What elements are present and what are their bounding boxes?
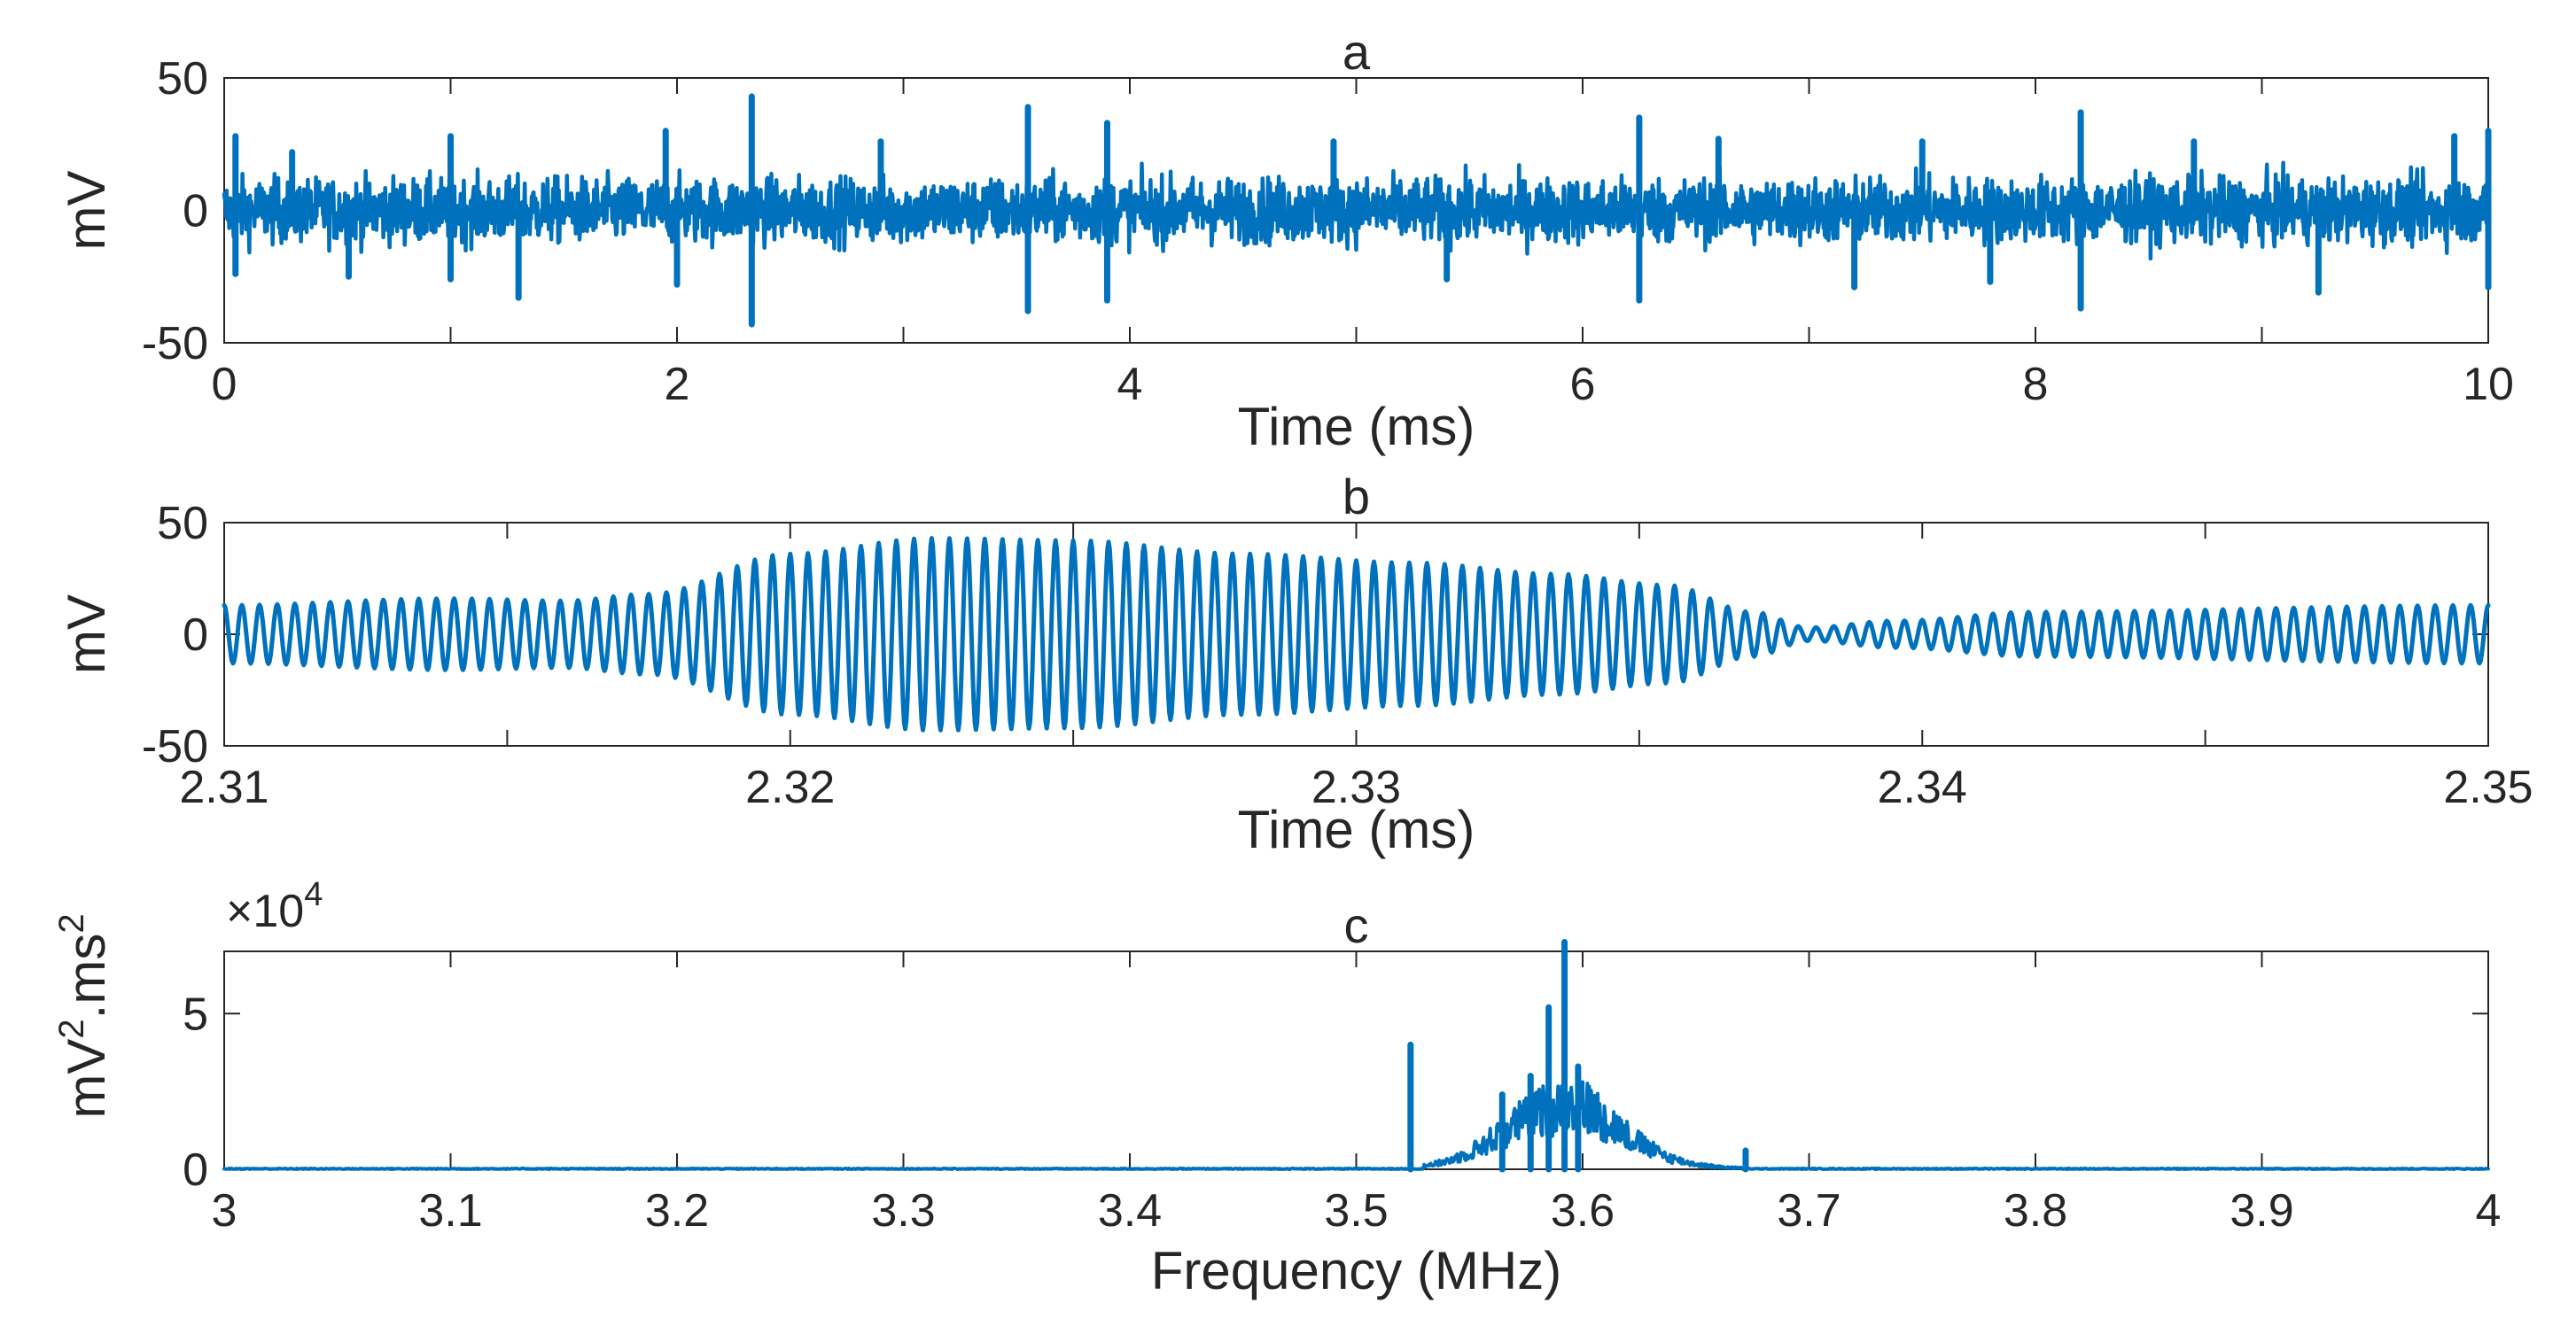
panel-title-a: a bbox=[1342, 24, 1371, 80]
y-tick-label-a: 0 bbox=[183, 186, 208, 237]
y-label-c-exp2: 2 bbox=[52, 913, 91, 933]
y-axis-label-a: mV bbox=[57, 171, 116, 251]
x-tick-label-c: 3.4 bbox=[1098, 1185, 1162, 1237]
y-label-c-exp1: 2 bbox=[52, 1019, 91, 1038]
x-tick-label-c: 3.8 bbox=[2004, 1185, 2067, 1237]
x-tick-label-a: 0 bbox=[212, 359, 237, 410]
x-axis-label-b: Time (ms) bbox=[1238, 800, 1475, 859]
exponent-base: ×10 bbox=[226, 886, 304, 937]
x-tick-label-c: 3 bbox=[212, 1185, 237, 1237]
x-tick-label-a: 6 bbox=[1570, 359, 1596, 410]
x-tick-label-c: 3.5 bbox=[1324, 1185, 1388, 1237]
x-tick-label-c: 3.3 bbox=[871, 1185, 935, 1237]
y-tick-label-b: 0 bbox=[183, 609, 208, 661]
y-tick-label-b: 50 bbox=[157, 498, 208, 549]
x-tick-label-b: 2.31 bbox=[179, 762, 268, 813]
x-tick-label-c: 3.1 bbox=[418, 1185, 482, 1237]
x-tick-label-c: 3.9 bbox=[2230, 1185, 2293, 1237]
axes-b: 2.31 2.32 2.33 2.34 2.35 -50 0 50 b Time (ms) mV bbox=[57, 469, 2533, 859]
exponent-power: 4 bbox=[304, 876, 323, 913]
x-tick-label-b: 2.34 bbox=[1878, 762, 1967, 813]
spectrum-c-trace bbox=[222, 1074, 2490, 1171]
y-axis-label-c: mV2.ms2 bbox=[52, 913, 116, 1118]
axes-c: 3 3.1 3.2 3.3 3.4 3.5 3.6 3.7 3.8 3.9 4 0 5 c Frequenc… bbox=[52, 876, 2501, 1300]
signal-a-trace bbox=[222, 160, 2491, 261]
x-tick-label-c: 3.7 bbox=[1777, 1185, 1841, 1237]
y-axis-label-b: mV bbox=[57, 594, 116, 674]
x-tick-label-b: 2.32 bbox=[745, 762, 835, 813]
x-axis-label-a: Time (ms) bbox=[1238, 397, 1475, 456]
x-tick-label-a: 10 bbox=[2463, 359, 2514, 410]
x-tick-label-c: 3.2 bbox=[645, 1185, 709, 1237]
x-tick-label-a: 2 bbox=[665, 359, 690, 410]
x-tick-label-b: 2.33 bbox=[1311, 762, 1401, 813]
x-tick-label-c: 3.6 bbox=[1551, 1185, 1615, 1237]
x-tick-label-b: 2.35 bbox=[2443, 762, 2533, 813]
x-tick-label-a: 4 bbox=[1117, 359, 1143, 410]
signal-b-trace bbox=[222, 536, 2491, 733]
y-exponent-label-c: ×104 bbox=[226, 876, 323, 937]
panel-title-b: b bbox=[1342, 469, 1370, 524]
y-label-c-mid: .ms bbox=[57, 934, 116, 1020]
panel-title-c: c bbox=[1344, 897, 1369, 953]
x-axis-label-c: Frequency (MHz) bbox=[1151, 1241, 1561, 1300]
y-label-c-base: mV bbox=[57, 1039, 116, 1119]
y-tick-label-a: -50 bbox=[142, 318, 208, 369]
y-tick-label-c: 0 bbox=[183, 1144, 208, 1196]
y-tick-label-a: 50 bbox=[157, 53, 208, 105]
x-tick-label-a: 8 bbox=[2023, 359, 2049, 410]
x-tick-label-c: 4 bbox=[2476, 1185, 2502, 1237]
y-tick-label-b: -50 bbox=[142, 721, 208, 772]
y-tick-label-c: 5 bbox=[183, 989, 208, 1040]
